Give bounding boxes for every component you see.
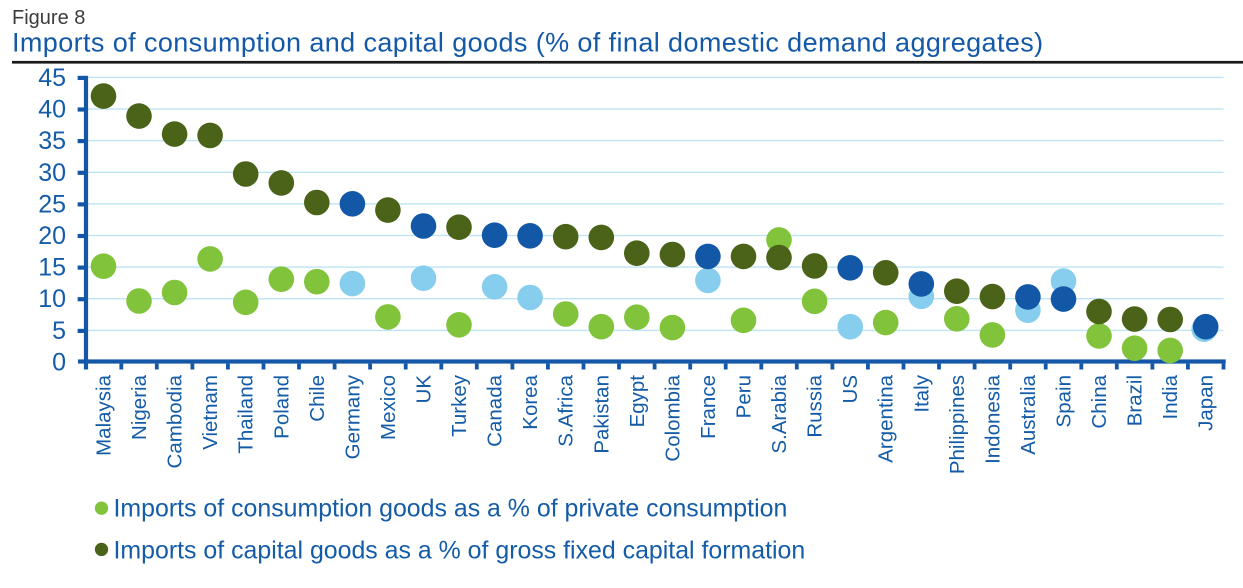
svg-text:Imports of capital goods as a: Imports of capital goods as a % of gross… bbox=[114, 536, 806, 564]
svg-text:Brazil: Brazil bbox=[1124, 375, 1147, 426]
svg-text:US: US bbox=[839, 375, 862, 403]
svg-text:Korea: Korea bbox=[519, 374, 542, 429]
svg-text:5: 5 bbox=[52, 317, 66, 345]
svg-text:35: 35 bbox=[38, 127, 66, 155]
svg-text:15: 15 bbox=[38, 254, 66, 282]
svg-text:Imports of consumption and cap: Imports of consumption and capital goods… bbox=[12, 28, 1044, 58]
svg-text:Poland: Poland bbox=[270, 375, 293, 439]
svg-text:Pakistan: Pakistan bbox=[590, 375, 613, 454]
svg-text:Japan: Japan bbox=[1195, 375, 1218, 431]
svg-text:Colombia: Colombia bbox=[661, 374, 684, 461]
svg-text:India: India bbox=[1159, 374, 1182, 419]
svg-text:Canada: Canada bbox=[484, 374, 507, 446]
svg-text:Australia: Australia bbox=[1017, 374, 1040, 454]
svg-text:Figure 8: Figure 8 bbox=[12, 7, 85, 29]
svg-text:Turkey: Turkey bbox=[448, 374, 471, 437]
svg-text:UK: UK bbox=[413, 375, 436, 404]
svg-text:20: 20 bbox=[38, 222, 66, 250]
svg-text:40: 40 bbox=[38, 96, 66, 124]
svg-text:Italy: Italy bbox=[910, 374, 933, 412]
svg-text:45: 45 bbox=[38, 64, 66, 92]
svg-text:Philippines: Philippines bbox=[946, 375, 969, 474]
svg-text:S.Africa: S.Africa bbox=[555, 374, 578, 446]
svg-text:Egypt: Egypt bbox=[626, 375, 649, 428]
svg-text:Nigeria: Nigeria bbox=[128, 374, 151, 440]
svg-text:Vietnam: Vietnam bbox=[199, 375, 222, 450]
svg-text:0: 0 bbox=[52, 349, 66, 377]
svg-text:Chile: Chile bbox=[306, 375, 329, 422]
svg-text:Argentina: Argentina bbox=[875, 374, 898, 462]
svg-text:Germany: Germany bbox=[341, 374, 364, 459]
svg-text:Imports of consumption goods a: Imports of consumption goods as a % of p… bbox=[114, 494, 788, 522]
svg-text:S.Arabia: S.Arabia bbox=[768, 374, 791, 453]
svg-text:Thailand: Thailand bbox=[235, 375, 258, 454]
svg-text:10: 10 bbox=[38, 285, 66, 313]
svg-text:25: 25 bbox=[38, 190, 66, 218]
svg-text:France: France bbox=[697, 375, 720, 439]
svg-text:Spain: Spain bbox=[1053, 375, 1076, 427]
svg-text:Indonesia: Indonesia bbox=[981, 374, 1004, 464]
svg-text:Russia: Russia bbox=[804, 374, 827, 437]
svg-text:Malaysia: Malaysia bbox=[93, 374, 116, 455]
svg-text:Peru: Peru bbox=[733, 375, 756, 418]
svg-text:Cambodia: Cambodia bbox=[164, 374, 187, 468]
svg-text:China: China bbox=[1088, 374, 1111, 428]
svg-text:30: 30 bbox=[38, 159, 66, 187]
svg-text:Mexico: Mexico bbox=[377, 375, 400, 440]
